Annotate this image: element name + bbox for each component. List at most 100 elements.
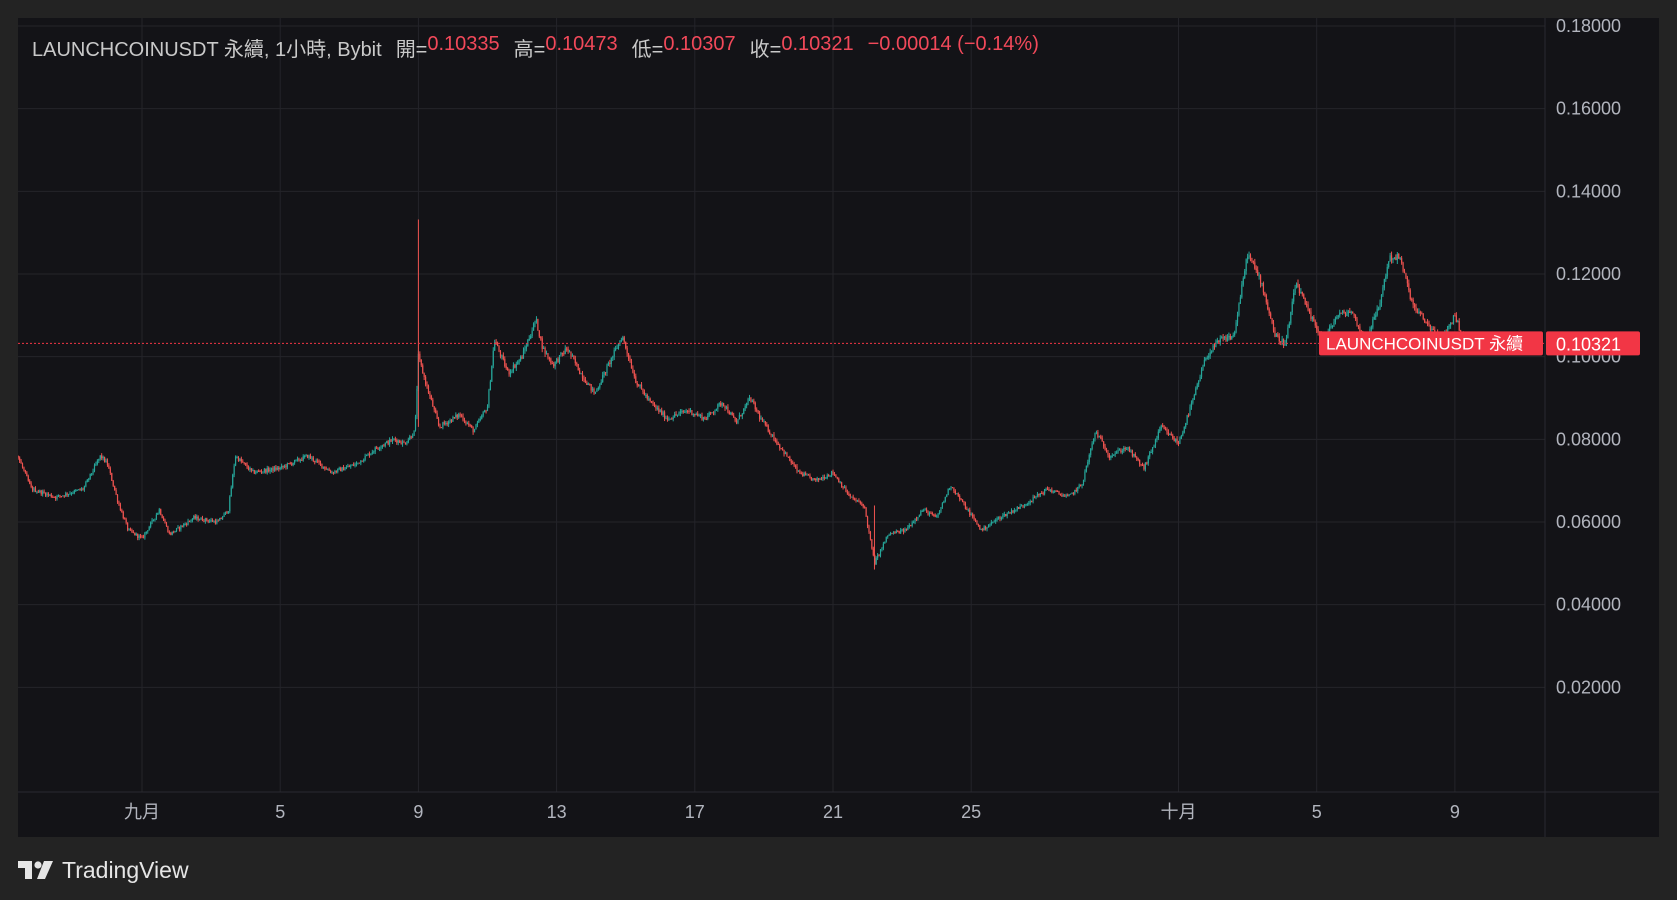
candle-body [1339,312,1341,316]
candle-body [371,452,373,454]
chart-svg[interactable]: 0.180000.160000.140000.120000.100000.080… [18,18,1659,837]
candle-body [1163,426,1165,430]
candle-body [1126,448,1128,450]
candle-body [279,467,281,470]
candle-body [934,515,936,517]
candle-body [692,414,694,416]
candle-body [751,400,753,402]
candle-body [1356,318,1358,326]
candle-body [725,406,728,409]
candle-body [1018,506,1020,509]
candle-body [800,473,802,475]
candle-body [495,342,497,344]
candle-body [1120,449,1122,453]
candle-body [974,519,977,521]
candle-body [956,493,958,495]
candle-body [1429,324,1432,330]
candle-body [740,415,742,417]
candle-body [1419,311,1421,314]
candle-body [1264,292,1266,296]
candle-body [530,336,532,339]
candle-body [466,423,468,425]
candle-body [652,402,654,405]
candle-body [1173,438,1175,442]
candle-body [1175,438,1177,442]
candle-body [355,463,358,465]
candle-body [1051,489,1053,493]
candle-body [1294,288,1296,293]
candle-body [314,460,316,462]
candle-body [442,422,444,428]
candle-body [976,520,978,525]
candle-body [649,398,651,402]
candle-body [663,412,666,419]
candle-body [328,469,330,471]
candle-body [72,493,74,495]
candle-body [653,404,656,406]
candle-body [1455,315,1457,323]
candle-body [384,442,386,446]
candle-body [85,482,87,487]
candle-body [278,467,280,470]
candle-body [924,509,926,511]
candle-body [1375,315,1377,318]
candle-body [227,511,229,514]
tradingview-brand[interactable]: TradingView [18,856,189,884]
grid-layer [18,18,1545,792]
price-tick-label: 0.08000 [1556,429,1621,449]
candle-body [230,487,232,497]
legend-high-label: 高= [513,39,546,61]
candle-body [1186,415,1188,424]
candle-body [155,514,157,519]
chart-panel[interactable]: 0.18000 0.16000 0.14000 0.12000 0.10000 0.080… [18,18,1659,837]
candle-body [967,509,969,511]
candle-body [1101,438,1103,442]
candle-body [930,512,932,514]
candle-body [321,463,323,468]
candle-body [1378,308,1380,310]
candle-body [812,478,814,481]
candle-body [1234,332,1236,335]
candle-body [711,412,713,414]
candle-body [1055,490,1057,492]
candle-body [224,511,227,514]
candle-body [1298,287,1301,294]
candle-layer [18,219,1468,570]
candle-body [1293,292,1295,302]
candle-body [790,460,792,463]
candle-body [194,516,196,519]
candle-body [491,365,493,382]
candle-body [1454,315,1456,317]
candle-body [882,543,884,549]
candle-body [1222,337,1224,339]
candle-body [995,519,997,522]
candle-body [675,414,677,416]
candle-body [207,520,209,522]
legend-close-label: 收= [749,39,782,61]
time-axis[interactable]: 九月 5 9 13 17 21 25 十月 5 9 [124,802,1460,822]
candle-body [507,368,509,371]
candle-body [872,548,874,556]
candle-body [211,520,214,522]
candle-body [420,359,422,366]
candle-body [1301,291,1303,295]
candle-body [845,487,847,492]
candle-body [1107,452,1109,455]
candle-body [1167,432,1170,435]
candle-body [514,365,516,368]
candle-body [1141,464,1144,466]
candle-body [797,470,800,472]
price-axis[interactable]: 0.180000.160000.140000.120000.100000.080… [1556,18,1621,697]
candle-body [753,400,755,403]
candle-body [465,421,467,424]
candle-body [1009,512,1011,514]
price-tick-label: 0.04000 [1556,595,1621,615]
candle-body [820,478,823,480]
candle-body [1413,304,1416,307]
candle-body [49,494,51,496]
time-tick-label: 9 [413,802,423,822]
candle-body [898,531,900,534]
candle-body [701,414,703,420]
candle-body [1067,495,1069,497]
candle-body [1389,255,1391,262]
